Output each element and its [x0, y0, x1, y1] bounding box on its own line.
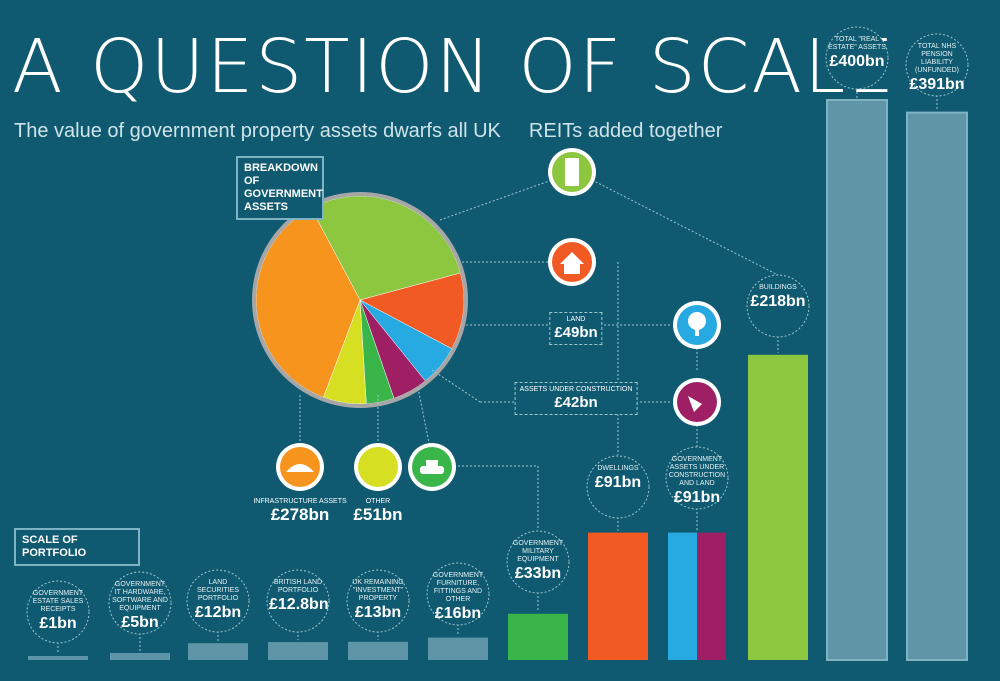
- construction-label-value: £42bn: [554, 394, 598, 411]
- bar-category-label: TOTAL "REAL ESTATE" ASSETS: [828, 36, 886, 51]
- infrastructure-label: INFRASTRUCTURE ASSETS £278bn: [253, 498, 346, 525]
- bar-label-circle: [26, 580, 90, 644]
- bar: [110, 653, 170, 660]
- bar-value: £33bn: [514, 565, 562, 582]
- pie-chart-title: BREAKDOWN OF GOVERNMENT ASSETS: [236, 156, 324, 220]
- tank-icon-body: [420, 466, 444, 474]
- bridge-icon-shape: [286, 464, 314, 472]
- pie-rim: [252, 192, 468, 408]
- bar-value-label: GOVERNMENT ASSETS UNDER CONSTRUCTION AND…: [668, 456, 726, 508]
- infrastructure-label-value: £278bn: [270, 505, 330, 524]
- bar-category-label: GOVERNMENT MILITARY EQUIPMENT: [512, 540, 564, 563]
- subtitle-part-2: REITs added together: [528, 120, 723, 142]
- bar-land-segment: [668, 532, 697, 660]
- land-label-value: £49bn: [554, 324, 598, 341]
- bar-value-label: GOVERNMENT IT HARDWARE, SOFTWARE AND EQU…: [111, 581, 169, 633]
- bar: [826, 99, 888, 661]
- bar-value: £12.8bn: [269, 596, 329, 613]
- bar-value: £400bn: [829, 53, 885, 70]
- bar: [906, 111, 968, 662]
- tree-icon-crown: [688, 312, 706, 330]
- bar-value-label: DWELLINGS £91bn: [589, 465, 647, 493]
- connector-construction: [431, 369, 481, 403]
- tree-icon-trunk: [695, 326, 699, 336]
- land-label-text: LAND: [566, 316, 586, 323]
- connector-buildings: [439, 179, 553, 221]
- infrastructure-label-text: INFRASTRUCTURE ASSETS: [253, 498, 347, 505]
- bar-construction-segment: [697, 532, 726, 660]
- bar-value-label: BUILDINGS £218bn: [749, 284, 807, 312]
- bar-label-circle: [825, 26, 889, 90]
- bar-label-circle: [586, 455, 650, 519]
- circle-icon: [358, 447, 398, 487]
- bar-label-circle: [905, 33, 969, 97]
- bar: [428, 637, 488, 660]
- bar-value: £91bn: [673, 489, 721, 506]
- bar: [268, 642, 328, 660]
- bar-category-label: DWELLINGS: [597, 465, 639, 472]
- connector-buildings-bar: [591, 179, 779, 276]
- bar-category-label: GOVERNMENT IT HARDWARE, SOFTWARE AND EQU…: [112, 581, 168, 612]
- other-label-value: £51bn: [353, 505, 403, 524]
- bar-value-label: GOVERNMENT FURNITURE, FITTINGS AND OTHER…: [429, 572, 487, 624]
- bar-category-label: BRITISH LAND PORTFOLIO: [273, 579, 323, 594]
- house-icon-shape: [560, 252, 584, 274]
- pie-slice: [359, 272, 465, 350]
- other-label-text: OTHER: [365, 498, 391, 505]
- bar-value-label: UK REMAINING "INVESTMENT" PROPERTY £13bn: [349, 579, 407, 623]
- construction-label: ASSETS UNDER CONSTRUCTION £42bn: [514, 382, 638, 415]
- subtitle-part-1: The value of government property assets …: [14, 120, 501, 142]
- bar-value: £16bn: [434, 605, 482, 622]
- bar-label-circle: [186, 569, 250, 633]
- bar-label-circle: [108, 571, 172, 635]
- bar: [508, 613, 568, 660]
- bar-value: £1bn: [39, 615, 77, 632]
- bar-label-circle: [266, 569, 330, 633]
- bar-chart-title: SCALE OF PORTFOLIO: [14, 528, 140, 566]
- bar-value: £5bn: [121, 614, 159, 631]
- bar: [188, 643, 248, 660]
- bar-value: £218bn: [750, 293, 806, 310]
- bar-value: £12bn: [194, 604, 242, 621]
- bar-category-label: UK REMAINING "INVESTMENT" PROPERTY: [352, 579, 404, 602]
- bar: [588, 532, 648, 660]
- bar-category-label: TOTAL NHS PENSION LIABILITY (UNFUNDED): [915, 43, 959, 74]
- bar-category-label: GOVERNMENT ASSETS UNDER CONSTRUCTION AND…: [668, 456, 726, 487]
- other-label: OTHER £51bn: [353, 498, 402, 525]
- bar-value-label: BRITISH LAND PORTFOLIO £12.8bn: [269, 579, 329, 615]
- bar: [748, 354, 808, 660]
- page-title: A QUESTION OF SCALE: [12, 24, 897, 110]
- connector-military: [417, 387, 431, 449]
- pie-slice: [255, 207, 361, 398]
- bar: [28, 656, 88, 660]
- bar-label-circle: [506, 530, 570, 594]
- bar-value: £13bn: [354, 604, 402, 621]
- bar-value: £91bn: [594, 474, 642, 491]
- bar-value: £391bn: [909, 76, 965, 93]
- bar: [348, 641, 408, 660]
- bar-value-label: GOVERNMENT ESTATE SALES RECEIPTS £1bn: [29, 590, 87, 634]
- building-icon-shape: [565, 158, 579, 186]
- pie-slice: [310, 195, 461, 301]
- bar-category-label: GOVERNMENT FURNITURE, FITTINGS AND OTHER: [432, 572, 484, 603]
- bar-value-label: TOTAL "REAL ESTATE" ASSETS £400bn: [828, 36, 886, 72]
- land-label: LAND £49bn: [549, 312, 603, 345]
- tank-icon-turret: [426, 460, 438, 466]
- page-subtitle: The value of government property assets …: [14, 120, 722, 143]
- trowel-icon-shape: [688, 396, 702, 412]
- bar-label-circle: [426, 562, 490, 626]
- bar-value-label: GOVERNMENT MILITARY EQUIPMENT £33bn: [509, 540, 567, 584]
- construction-label-text: ASSETS UNDER CONSTRUCTION: [519, 386, 633, 393]
- bar-category-label: BUILDINGS: [759, 284, 797, 291]
- bar-category-label: GOVERNMENT ESTATE SALES RECEIPTS: [32, 590, 84, 613]
- bar-value-label: LAND SECURITIES PORTFOLIO £12bn: [189, 579, 247, 623]
- bar-label-circle: [346, 569, 410, 633]
- bar-value-label: TOTAL NHS PENSION LIABILITY (UNFUNDED) £3…: [908, 43, 966, 95]
- bar-category-label: LAND SECURITIES PORTFOLIO: [196, 579, 239, 602]
